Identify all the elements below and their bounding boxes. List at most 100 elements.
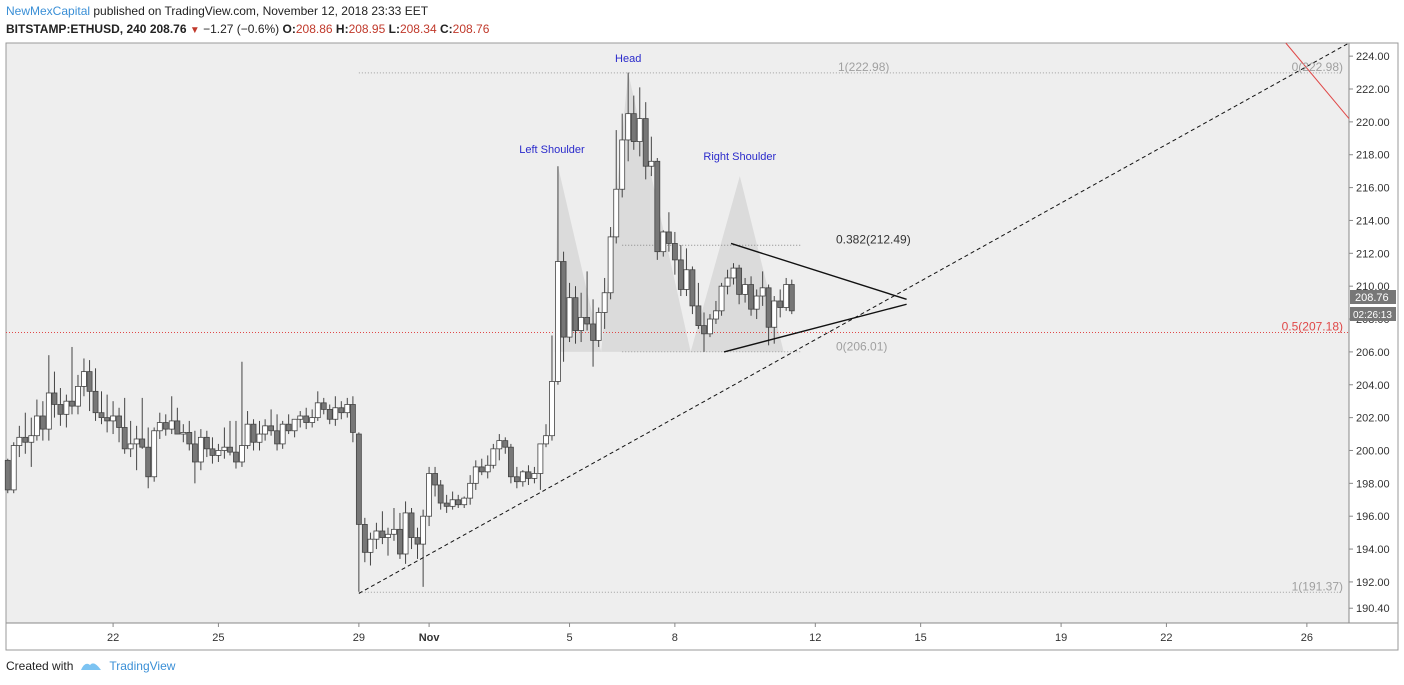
candle — [145, 446, 152, 478]
candle — [75, 385, 81, 407]
candle — [268, 425, 274, 432]
fib-0382-label: 0.382(212.49) — [836, 232, 911, 246]
candle — [414, 537, 421, 545]
low-label: L: — [388, 22, 400, 36]
open-label: O: — [282, 22, 296, 36]
candle — [209, 448, 216, 456]
candle — [513, 476, 520, 483]
candle — [502, 440, 509, 448]
y-tick-label: 204.00 — [1356, 380, 1390, 392]
high-label: H: — [335, 22, 349, 36]
author-link[interactable]: NewMexCapital — [6, 4, 91, 18]
candle — [186, 432, 193, 445]
candle — [110, 415, 116, 422]
candle — [139, 438, 146, 448]
candle — [303, 415, 310, 423]
tradingview-link[interactable]: TradingView — [109, 659, 176, 673]
candle — [338, 407, 345, 414]
candle — [467, 482, 474, 499]
price-chart[interactable]: 190.40 192.00 194.00 196.00 198.00 200.00 202.… — [0, 0, 1404, 655]
created-with-text: Created with — [6, 659, 74, 673]
candle — [227, 446, 233, 453]
countdown-tag — [1350, 307, 1396, 321]
candle — [607, 236, 614, 294]
candle — [549, 381, 555, 437]
candle — [45, 392, 52, 430]
candle — [730, 267, 737, 279]
candle — [595, 312, 602, 341]
price-change: −1.27 (−0.6%) — [203, 22, 280, 36]
candle — [660, 231, 667, 253]
candle — [314, 402, 321, 419]
candle — [33, 415, 40, 437]
triangle-upper-line — [730, 242, 907, 300]
y-tick-label: 224.00 — [1356, 51, 1390, 63]
candle — [10, 445, 17, 491]
candle — [256, 433, 263, 443]
candle — [572, 297, 579, 331]
triangle-lower-line — [723, 303, 907, 353]
x-tick-label: 29 — [353, 632, 365, 644]
y-tick-label: 200.00 — [1356, 445, 1390, 457]
candle — [461, 497, 468, 506]
candle — [636, 118, 643, 142]
fib-1-label: 1(222.98) — [838, 60, 889, 74]
y-tick-label: 222.00 — [1356, 84, 1390, 96]
candle — [742, 284, 748, 295]
candle — [98, 412, 105, 419]
candle — [648, 160, 655, 167]
candle — [560, 261, 567, 338]
candle — [203, 436, 210, 450]
candle — [443, 502, 450, 507]
x-tick-label: 8 — [672, 632, 678, 644]
candle — [92, 390, 99, 414]
candle — [707, 318, 713, 335]
left-shoulder-label: Left Shoulder — [519, 144, 585, 156]
candle — [543, 435, 549, 445]
candle — [701, 325, 707, 335]
candle — [22, 436, 29, 443]
candle — [332, 407, 339, 420]
close-label: C: — [440, 22, 453, 36]
candle — [116, 415, 122, 428]
candle — [783, 284, 790, 308]
fib-05-label: 0.5(207.18) — [1282, 320, 1343, 334]
y-tick-label: 192.00 — [1356, 577, 1390, 589]
candle — [590, 323, 596, 341]
publish-info: NewMexCapital published on TradingView.c… — [6, 4, 428, 18]
candle — [162, 422, 169, 430]
low-value: 208.34 — [399, 22, 437, 36]
candle — [127, 443, 134, 450]
candle — [566, 297, 573, 338]
candle — [753, 295, 760, 310]
tradingview-logo-icon — [81, 663, 102, 670]
candle — [748, 284, 754, 310]
candle — [291, 418, 298, 432]
candle — [718, 285, 725, 312]
candle — [408, 512, 415, 538]
candle — [320, 402, 327, 410]
candle — [578, 316, 585, 331]
candle — [151, 430, 158, 478]
candle — [133, 438, 140, 445]
countdown-label: 02:26:13 — [1353, 310, 1392, 321]
candle — [69, 400, 75, 407]
y-tick-label: 220.00 — [1356, 117, 1390, 129]
candle — [239, 445, 245, 463]
x-tick-label: 15 — [915, 632, 927, 644]
x-tick-label: 5 — [566, 632, 572, 644]
candle — [402, 512, 409, 555]
candle — [584, 316, 590, 325]
candle — [519, 471, 526, 483]
candle — [373, 530, 380, 540]
candle — [507, 446, 514, 478]
y-tick-label: 206.00 — [1356, 347, 1390, 359]
candle — [81, 371, 87, 387]
candle — [250, 423, 257, 443]
chart-frame — [5, 42, 1399, 651]
published-text: published on TradingView.com, November 1… — [93, 4, 429, 18]
candle — [537, 443, 544, 474]
candle — [397, 528, 403, 555]
candle — [625, 113, 632, 141]
open-value: 208.86 — [295, 22, 333, 36]
